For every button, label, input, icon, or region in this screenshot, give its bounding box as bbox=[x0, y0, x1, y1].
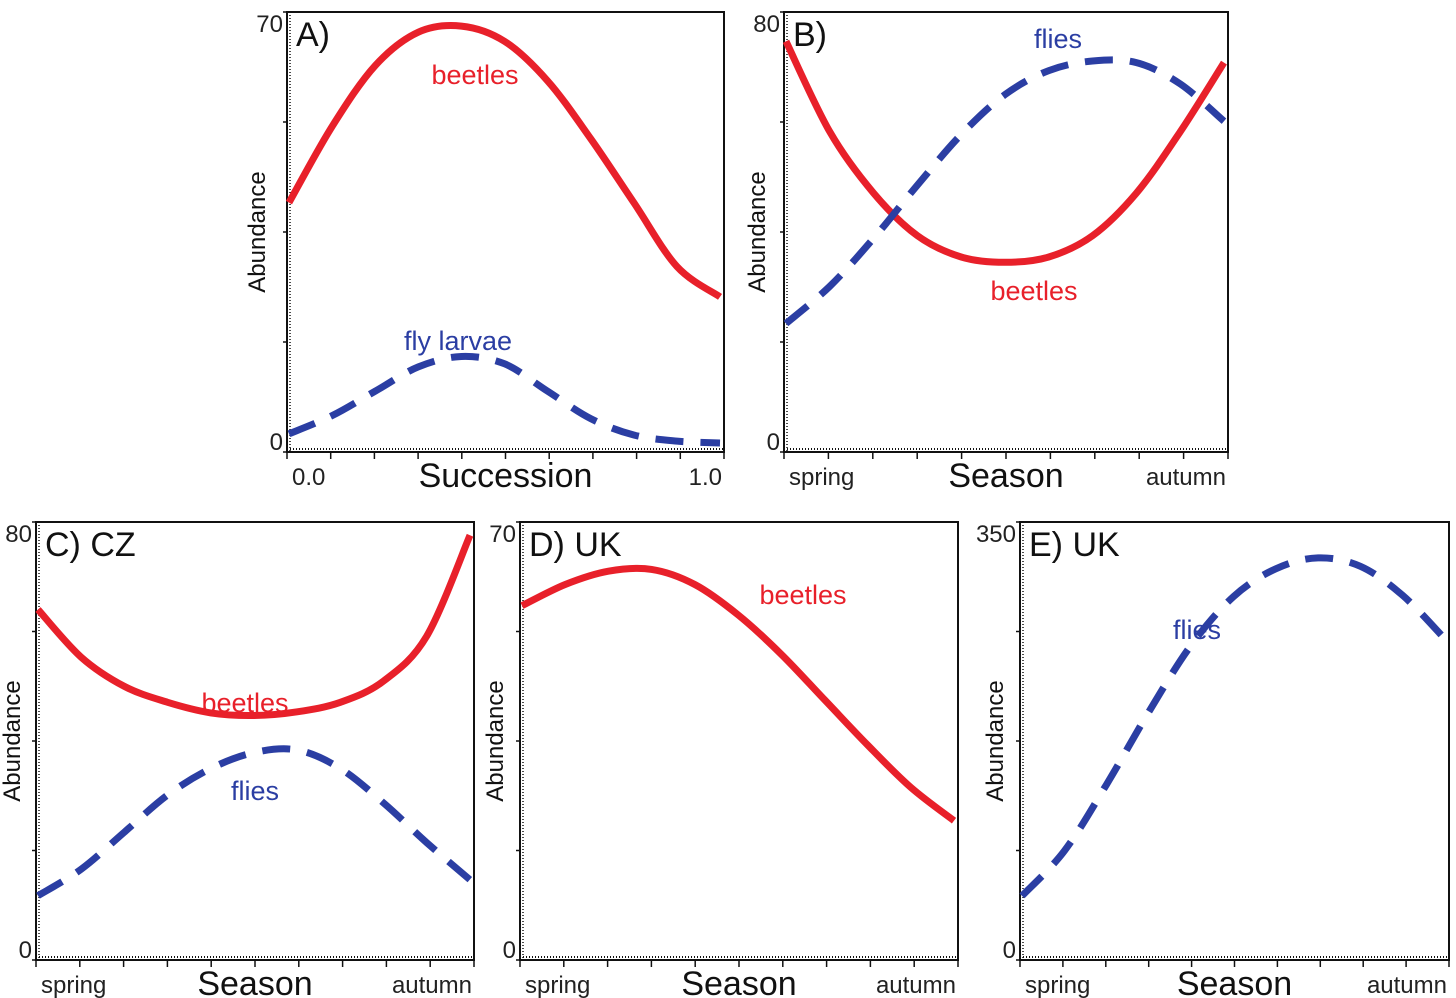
y-axis-title: Abundance bbox=[982, 680, 1009, 801]
series-label-beetles: beetles bbox=[201, 688, 288, 718]
y-axis-title: Abundance bbox=[0, 680, 26, 801]
series-line-flies bbox=[1019, 554, 1448, 899]
y-tick-label-min: 0 bbox=[767, 429, 780, 456]
chart-panel-3: beetles flies C) CZ 80 0 spring autumn Season Ab… bbox=[0, 521, 475, 998]
x-axis-title: Season bbox=[197, 965, 312, 998]
y-tick-label-min: 0 bbox=[19, 937, 32, 964]
y-tick-label-max: 70 bbox=[489, 521, 516, 548]
x-axis-title: Season bbox=[681, 965, 796, 998]
series-line-beetles bbox=[520, 564, 957, 824]
x-tick-label-start: spring bbox=[41, 972, 106, 998]
series-line-flies bbox=[783, 56, 1227, 327]
series-label-beetles: beetles bbox=[759, 580, 846, 610]
x-tick-label-start: spring bbox=[789, 464, 854, 491]
x-axis-title: Season bbox=[1177, 965, 1292, 998]
series-label-flies: flies bbox=[1034, 24, 1082, 54]
chart-panel-1: beetles fly larvae A) 70 0 0.0 1.0 Succession Ab… bbox=[244, 11, 725, 495]
x-tick-label-end: autumn bbox=[876, 972, 956, 998]
x-tick-label-end: autumn bbox=[1146, 464, 1226, 491]
series-line-fly-larvae bbox=[287, 352, 721, 447]
series-line-flies bbox=[36, 745, 473, 899]
y-axis-title: Abundance bbox=[244, 171, 271, 292]
x-tick-label-end: autumn bbox=[1367, 972, 1447, 998]
panel-label: B) bbox=[793, 16, 827, 54]
series-label-beetles: beetles bbox=[431, 60, 518, 90]
chart-panel-2: beetles flies B) 80 0 spring autumn Season Abund… bbox=[744, 11, 1229, 495]
x-axis-title: Succession bbox=[419, 457, 593, 495]
y-tick-label-min: 0 bbox=[503, 937, 516, 964]
series-line-beetles bbox=[35, 533, 474, 720]
plot-frame bbox=[519, 521, 959, 961]
y-axis-title: Abundance bbox=[744, 171, 771, 292]
series-line-beetles bbox=[782, 39, 1227, 266]
series-label-flies: flies bbox=[1173, 615, 1221, 645]
chart-panel-5: flies E) UK 350 0 spring autumn Season Abundanc… bbox=[976, 521, 1450, 998]
plot-frame bbox=[783, 11, 1229, 453]
y-tick-label-min: 0 bbox=[270, 429, 283, 456]
panel-label: E) UK bbox=[1029, 526, 1120, 564]
y-axis-title: Abundance bbox=[482, 680, 509, 801]
chart-panel-4: beetles D) UK 70 0 spring autumn Season Abundan… bbox=[482, 521, 959, 998]
y-tick-label-max: 80 bbox=[5, 521, 32, 548]
plot-frame bbox=[35, 521, 475, 961]
y-tick-label-max: 70 bbox=[256, 11, 283, 38]
x-tick-label-start: 0.0 bbox=[292, 464, 325, 491]
y-tick-label-min: 0 bbox=[1003, 937, 1016, 964]
panel-label: D) UK bbox=[529, 526, 622, 564]
plot-frame bbox=[1019, 521, 1450, 961]
x-tick-label-start: spring bbox=[1025, 972, 1090, 998]
panel-label: C) CZ bbox=[45, 526, 136, 564]
panel-label: A) bbox=[296, 16, 330, 54]
x-tick-label-start: spring bbox=[525, 972, 590, 998]
x-tick-label-end: 1.0 bbox=[689, 464, 722, 491]
series-label-flies: flies bbox=[231, 776, 279, 806]
series-line-beetles bbox=[285, 21, 723, 300]
x-tick-label-end: autumn bbox=[392, 972, 472, 998]
x-axis-title: Season bbox=[948, 457, 1063, 495]
y-tick-label-max: 80 bbox=[753, 11, 780, 38]
series-label-fly-larvae: fly larvae bbox=[404, 326, 512, 356]
series-label-beetles: beetles bbox=[990, 276, 1077, 306]
y-tick-label-max: 350 bbox=[976, 521, 1016, 548]
